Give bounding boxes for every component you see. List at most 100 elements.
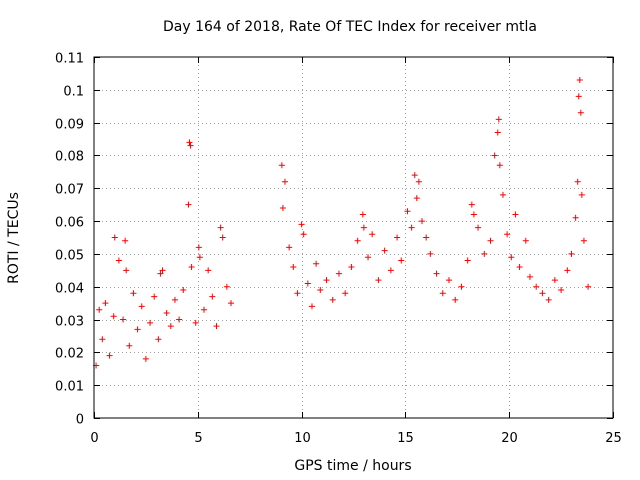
data-point bbox=[508, 254, 515, 261]
data-point bbox=[354, 237, 361, 244]
data-point bbox=[122, 237, 129, 244]
data-point bbox=[533, 283, 540, 290]
data-point bbox=[151, 293, 158, 300]
data-point bbox=[180, 287, 187, 294]
y-tick-label: 0.06 bbox=[55, 216, 84, 231]
data-point bbox=[213, 323, 220, 330]
y-tick-label: 0.1 bbox=[63, 85, 84, 100]
data-point bbox=[516, 264, 523, 271]
data-point bbox=[577, 109, 584, 116]
data-point bbox=[228, 300, 235, 307]
data-point bbox=[279, 204, 286, 211]
data-point bbox=[458, 283, 465, 290]
data-point bbox=[375, 277, 382, 284]
data-point bbox=[186, 139, 193, 146]
data-point bbox=[138, 303, 145, 310]
data-point bbox=[159, 267, 166, 274]
x-tick-label: 25 bbox=[605, 431, 622, 446]
data-point bbox=[381, 247, 388, 254]
data-point bbox=[142, 355, 149, 362]
data-point bbox=[348, 264, 355, 271]
data-point bbox=[452, 296, 459, 303]
y-tick-label: 0.04 bbox=[55, 282, 84, 297]
data-point bbox=[494, 129, 501, 136]
data-point bbox=[96, 306, 103, 313]
data-point bbox=[404, 208, 411, 215]
chart-title: Day 164 of 2018, Rate Of TEC Index for r… bbox=[163, 19, 537, 35]
data-point bbox=[329, 296, 336, 303]
data-point bbox=[574, 178, 581, 185]
data-point bbox=[342, 290, 349, 297]
data-point bbox=[209, 293, 216, 300]
data-point bbox=[130, 290, 137, 297]
x-tick-labels: 0 5 10 15 20 25 bbox=[90, 431, 621, 446]
data-point bbox=[187, 142, 194, 149]
data-point bbox=[192, 319, 199, 326]
data-point bbox=[495, 116, 502, 123]
data-point bbox=[317, 287, 324, 294]
data-point bbox=[223, 283, 230, 290]
data-point bbox=[487, 237, 494, 244]
data-point bbox=[188, 264, 195, 271]
axis-ticks bbox=[94, 57, 614, 419]
data-point bbox=[335, 270, 342, 277]
y-tick-label: 0 bbox=[76, 413, 84, 428]
data-point bbox=[123, 267, 130, 274]
data-point bbox=[201, 306, 208, 313]
data-point bbox=[585, 283, 592, 290]
data-point bbox=[580, 237, 587, 244]
y-tick-label: 0.03 bbox=[55, 315, 84, 330]
data-point bbox=[427, 250, 434, 257]
data-point bbox=[398, 257, 405, 264]
data-point bbox=[408, 224, 415, 231]
data-point bbox=[496, 162, 503, 169]
data-point bbox=[106, 352, 113, 359]
data-point bbox=[365, 254, 372, 261]
data-point bbox=[111, 234, 118, 241]
data-point bbox=[411, 172, 418, 179]
data-point bbox=[439, 290, 446, 297]
data-point bbox=[491, 152, 498, 159]
y-tick-label: 0.05 bbox=[55, 249, 84, 264]
data-point bbox=[433, 270, 440, 277]
data-point bbox=[499, 191, 506, 198]
data-point bbox=[147, 319, 154, 326]
data-point bbox=[110, 313, 117, 320]
data-point bbox=[298, 221, 305, 228]
data-point bbox=[157, 270, 164, 277]
data-point bbox=[526, 273, 533, 280]
data-point bbox=[394, 234, 401, 241]
data-point bbox=[572, 214, 579, 221]
data-point bbox=[167, 323, 174, 330]
y-tick-label: 0.11 bbox=[55, 52, 84, 67]
data-point bbox=[294, 290, 301, 297]
data-point bbox=[196, 254, 203, 261]
x-tick-label: 5 bbox=[194, 431, 202, 446]
data-point bbox=[300, 231, 307, 238]
data-point bbox=[185, 201, 192, 208]
data-point bbox=[176, 316, 183, 323]
data-point bbox=[281, 178, 288, 185]
data-point bbox=[286, 244, 293, 251]
data-point bbox=[468, 201, 475, 208]
data-point bbox=[290, 264, 297, 271]
data-point bbox=[464, 257, 471, 264]
data-point bbox=[120, 316, 127, 323]
data-point bbox=[445, 277, 452, 284]
data-point bbox=[304, 280, 311, 287]
y-tick-labels: 0 0.01 0.02 0.03 0.04 0.05 0.06 0.07 0.08 0.09 0.1… bbox=[55, 52, 84, 428]
data-point bbox=[413, 195, 420, 202]
data-point bbox=[155, 336, 162, 343]
data-point bbox=[99, 336, 106, 343]
data-point bbox=[369, 231, 376, 238]
data-point bbox=[387, 267, 394, 274]
data-point bbox=[217, 224, 224, 231]
data-point bbox=[171, 296, 178, 303]
data-point bbox=[134, 326, 141, 333]
data-point bbox=[475, 224, 482, 231]
data-point bbox=[278, 162, 285, 169]
data-point bbox=[568, 250, 575, 257]
data-point bbox=[512, 211, 519, 218]
data-point bbox=[539, 290, 546, 297]
